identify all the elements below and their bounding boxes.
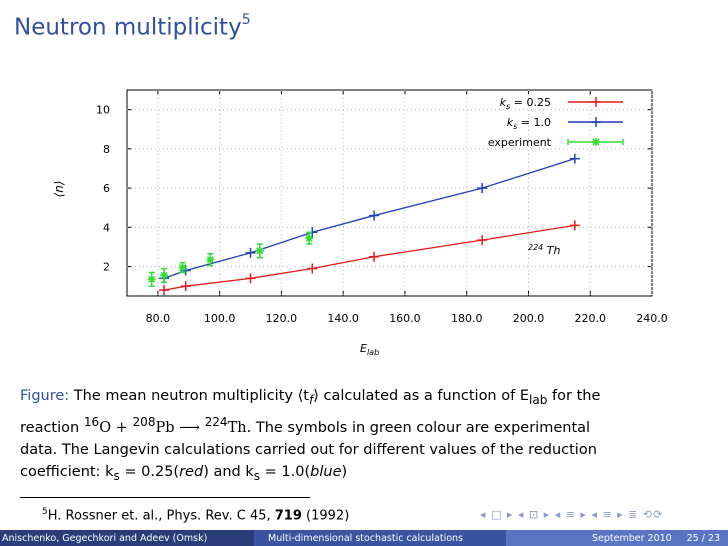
footer-talk-title: Multi-dimensional stochastic calculation… — [254, 530, 506, 546]
x-tick-label: 140.0 — [327, 312, 359, 325]
x-tick-label: 160.0 — [389, 312, 421, 325]
x-tick-label: 200.0 — [513, 312, 545, 325]
y-tick-label: 4 — [103, 221, 110, 234]
legend-entry-label: experiment — [488, 136, 552, 149]
legend-marker — [592, 138, 600, 146]
x-axis-label: Elab — [360, 342, 379, 357]
data-point-experiment — [305, 234, 313, 242]
legend-entry-label: ks = 1.0 — [507, 116, 551, 131]
data-point-experiment — [148, 275, 156, 283]
caption-label: Figure: — [20, 388, 70, 404]
title-footnote-ref: 5 — [241, 12, 251, 28]
footer-date: September 2010 — [592, 532, 672, 544]
series-line-0 — [163, 224, 575, 291]
beamer-nav-controls[interactable]: ◂ □ ▸ ◂ ⊡ ▸ ◂ ≡ ▸ ◂ ≡ ▸ ≣ ⟲⟳ — [480, 508, 664, 521]
nucleus-annotation: 224 Th — [528, 243, 560, 257]
y-tick-label: 2 — [103, 261, 110, 274]
x-tick-label: 120.0 — [266, 312, 298, 325]
footnote: 5H. Rossner et. al., Phys. Rev. C 45, 71… — [42, 507, 350, 524]
x-tick-label: 100.0 — [204, 312, 236, 325]
series-line-1 — [163, 158, 575, 279]
x-tick-label: 220.0 — [574, 312, 606, 325]
slide-footer: Anischenko, Gegechkori and Adeev (Omsk) … — [0, 530, 728, 546]
plot-frame — [126, 89, 653, 297]
footer-date-page: September 2010 25 / 23 — [506, 530, 728, 546]
y-tick-label: 8 — [103, 143, 110, 156]
footer-authors: Anischenko, Gegechkori and Adeev (Omsk) — [0, 530, 254, 546]
slide-title: Neutron multiplicity5 — [14, 12, 251, 41]
x-tick-label: 180.0 — [451, 312, 483, 325]
figure-caption: Figure: The mean neutron multiplicity ⟨t… — [20, 388, 601, 483]
y-tick-label: 10 — [96, 104, 110, 117]
x-tick-label: 240.0 — [636, 312, 668, 325]
multiplicity-chart: 2 4 6 8 10 80.0 100.0 120.0 140.0 160.0 180.0 200.0… — [52, 89, 668, 357]
data-point-experiment — [206, 256, 214, 264]
x-tick-label: 80.0 — [146, 312, 171, 325]
legend-entry-label: ks = 0.25 — [500, 96, 551, 111]
data-point-experiment — [160, 271, 168, 279]
y-axis-label: ⟨n⟩ — [52, 181, 66, 198]
footnote-rule — [20, 497, 310, 498]
data-point-experiment — [256, 247, 264, 255]
y-tick-label: 6 — [103, 182, 110, 195]
footer-page-number: 25 / 23 — [686, 532, 720, 544]
data-point-experiment — [179, 263, 187, 272]
